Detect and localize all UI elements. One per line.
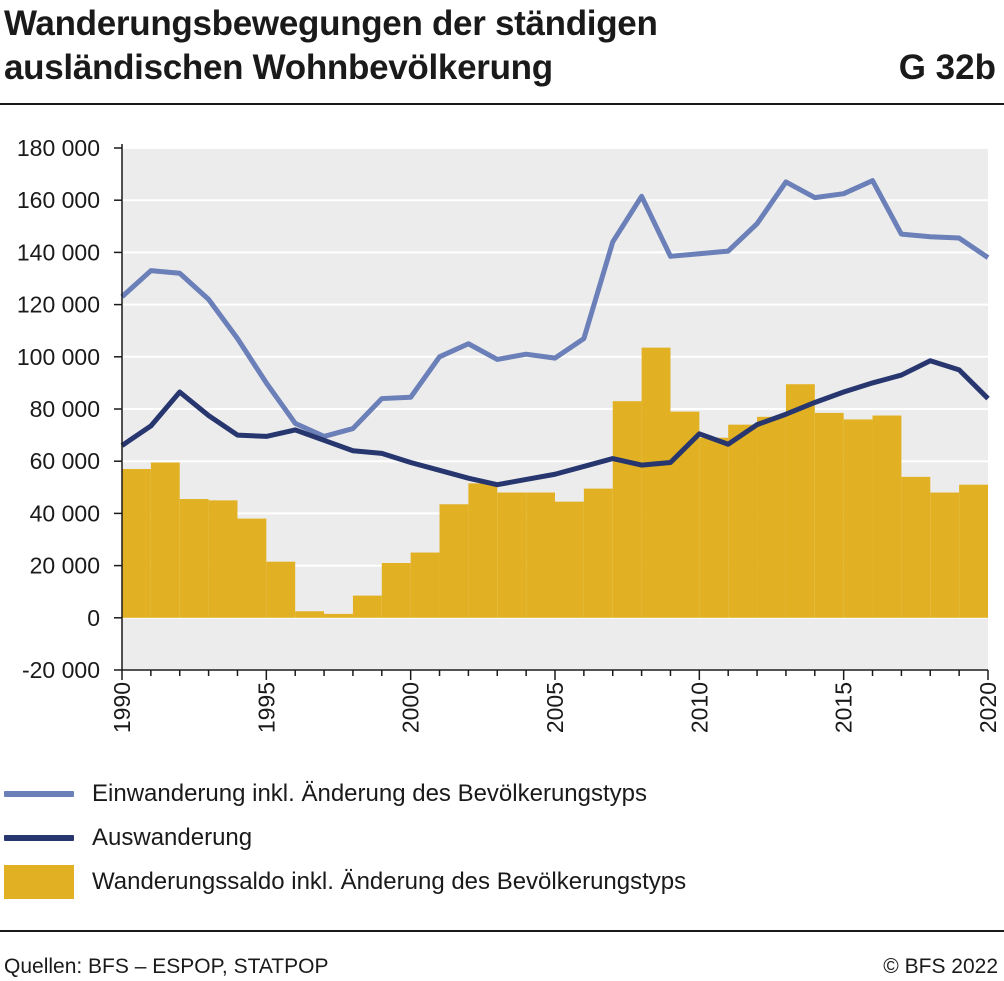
x-tick-label: 2000 [398, 682, 424, 733]
bar [872, 415, 902, 618]
y-tick-label: 160 000 [17, 187, 100, 213]
legend-item-emigration: Auswanderung [0, 818, 900, 858]
bar [237, 518, 267, 618]
x-tick-label: 2020 [975, 682, 1001, 733]
bar [410, 552, 440, 618]
legend-item-immigration: Einwanderung inkl. Änderung des Bevölker… [0, 774, 900, 814]
bar [266, 561, 296, 618]
x-tick-label: 1990 [109, 682, 135, 733]
x-tick-label: 2005 [542, 682, 568, 733]
y-tick-label: 60 000 [30, 448, 100, 474]
series-lines [120, 178, 990, 488]
bar [814, 412, 844, 618]
bar [728, 424, 758, 618]
chart-title-line-2: ausländischen Wohnbevölkerung [4, 48, 553, 87]
bar [208, 500, 238, 618]
chart-area: -20 000 0 20 000 40 000 60 000 80 000 100 000 1… [17, 135, 1001, 733]
x-tick-label: 2010 [686, 682, 712, 733]
axes: -20 000 0 20 000 40 000 60 000 80 000 100 000 1… [17, 135, 1001, 733]
y-tick-label: 180 000 [17, 135, 100, 161]
chart-title-line-1: Wanderungsbewegungen der ständigen [4, 4, 658, 43]
bottom-divider [0, 930, 1004, 932]
y-tick-label: 40 000 [30, 500, 100, 526]
bar [785, 384, 815, 618]
bar [583, 488, 613, 618]
bar [930, 492, 960, 618]
y-tick-label: 0 [87, 605, 100, 631]
source-note: Quellen: BFS – ESPOP, STATPOP [4, 955, 329, 978]
bar [497, 492, 527, 618]
bar [324, 613, 353, 618]
bar [670, 411, 700, 618]
bar [150, 462, 180, 618]
chart-title: Wanderungsbewegungen der ständigen auslä… [4, 2, 844, 90]
y-tick-label: 20 000 [30, 553, 100, 579]
top-divider [0, 103, 1004, 105]
bar [959, 484, 988, 618]
bar [381, 562, 411, 618]
y-tick-label: 140 000 [17, 239, 100, 265]
x-tick-label: 2015 [831, 682, 857, 733]
bar [757, 416, 786, 618]
net-migration-bars [122, 347, 988, 618]
legend-swatch-immigration [4, 791, 74, 797]
y-tick-label: 100 000 [17, 344, 100, 370]
y-tick-label: 120 000 [17, 292, 100, 318]
copyright-note: © BFS 2022 [883, 955, 998, 978]
legend-swatch-emigration [4, 835, 74, 841]
y-tick-label: -20 000 [22, 657, 100, 683]
bar [179, 499, 209, 618]
bar [901, 476, 931, 618]
bar [295, 611, 325, 618]
legend-label-immigration: Einwanderung inkl. Änderung des Bevölker… [92, 780, 648, 807]
bar [843, 419, 873, 618]
bar [555, 501, 584, 618]
bar [612, 401, 642, 618]
legend-swatch-net-migration [4, 865, 74, 899]
legend-item-net-migration: Wanderungssaldo inkl. Änderung des Bevöl… [0, 862, 900, 902]
bar [526, 492, 555, 618]
legend-label-emigration: Auswanderung [92, 824, 253, 851]
bar [699, 437, 729, 618]
bar [468, 483, 498, 618]
legend-label-net-migration: Wanderungssaldo inkl. Änderung des Bevöl… [92, 868, 687, 895]
bar [439, 504, 469, 618]
bar [122, 469, 151, 618]
x-tick-label: 1995 [253, 682, 279, 733]
figure-number: G 32b [898, 48, 996, 87]
y-tick-label: 80 000 [30, 396, 100, 422]
bar [352, 595, 382, 618]
bar [641, 347, 671, 618]
